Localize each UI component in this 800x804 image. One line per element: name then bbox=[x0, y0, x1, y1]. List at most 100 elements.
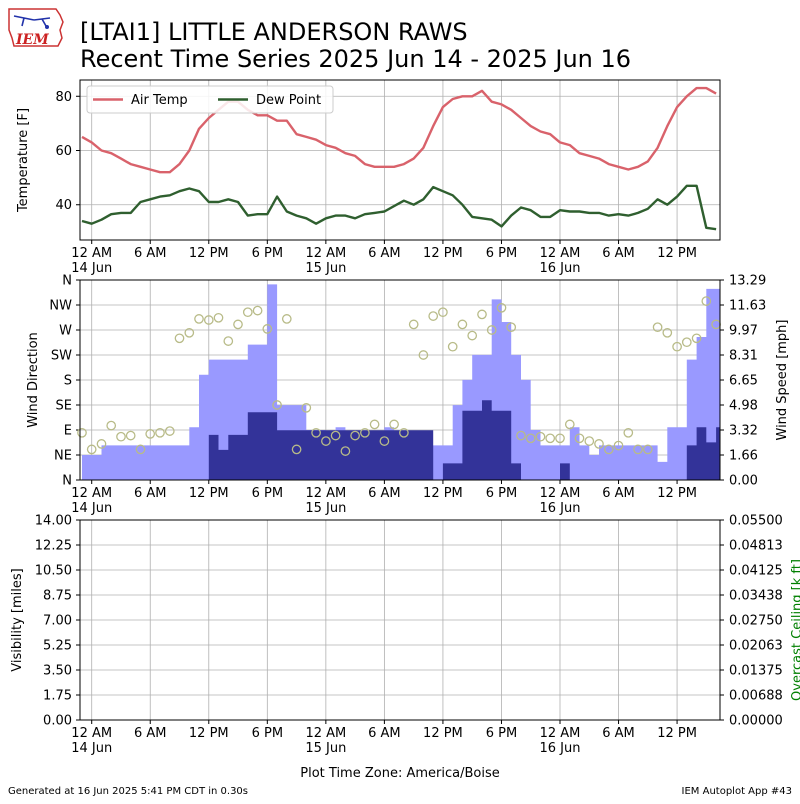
wind-x-tick-label: 12 AM bbox=[305, 486, 346, 501]
wind-direction-point bbox=[701, 296, 712, 306]
temp-x-date-label: 14 Jun bbox=[71, 261, 112, 276]
wind-direction-point bbox=[418, 350, 429, 360]
ceiling-y-tick-label: 0.03438 bbox=[729, 589, 783, 604]
vis-x-tick-label: 12 AM bbox=[71, 726, 112, 741]
temp-x-tick-label: 12 PM bbox=[423, 246, 463, 261]
ceiling-y-tick-label: 0.02750 bbox=[729, 614, 783, 629]
temp-x-tick-label: 6 AM bbox=[134, 246, 167, 261]
vis-x-tick-label: 12 PM bbox=[657, 726, 697, 741]
wind-dir-axis-label: Wind Direction bbox=[26, 332, 41, 428]
wind-direction-point bbox=[106, 420, 117, 431]
temp-x-tick-label: 6 PM bbox=[486, 246, 517, 261]
wind-x-date-label: 14 Jun bbox=[71, 501, 112, 516]
wind-speed-axis-label: Wind Speed [mph] bbox=[775, 320, 790, 441]
wind-direction-point bbox=[86, 444, 97, 455]
weather-symbol-icon bbox=[13, 15, 51, 27]
wind-direction-point bbox=[535, 431, 546, 442]
wind-gust-bars bbox=[82, 400, 720, 480]
vis-x-tick-label: 6 AM bbox=[368, 726, 401, 741]
wind-x-tick-label: 12 PM bbox=[189, 486, 229, 501]
ceiling-y-tick-label: 0.02063 bbox=[729, 639, 783, 654]
wind-x-date-label: 16 Jun bbox=[540, 501, 581, 516]
vis-y-tick-label: 3.50 bbox=[43, 664, 72, 679]
temp-axes-frame bbox=[79, 79, 721, 241]
wind-dir-tick-label: N bbox=[62, 474, 72, 489]
visibility-panel: 0.00 1.75 3.50 5.25 7.00 8.75 10.50 12.25 14.00 0… bbox=[10, 514, 800, 757]
wind-x-tick-label: 6 PM bbox=[252, 486, 283, 501]
wind-speed-tick-label: 4.98 bbox=[729, 399, 758, 414]
wind-direction-point bbox=[291, 444, 302, 455]
ceiling-y-tick-label: 0.05500 bbox=[729, 514, 783, 529]
vis-y-tick-label: 14.00 bbox=[35, 514, 72, 529]
wind-x-tick-label: 6 AM bbox=[134, 486, 167, 501]
wind-x-tick-label: 6 AM bbox=[368, 486, 401, 501]
vis-x-date-label: 15 Jun bbox=[305, 741, 346, 756]
wind-direction-point bbox=[408, 319, 419, 330]
ceiling-axis-label: Overcast Ceiling [k ft] bbox=[790, 559, 800, 701]
vis-axes-frame bbox=[79, 519, 721, 721]
wind-direction-point bbox=[164, 426, 175, 436]
wind-dir-tick-label: E bbox=[64, 424, 72, 439]
wind-direction-point bbox=[135, 444, 146, 455]
wind-direction-point bbox=[125, 430, 136, 441]
wind-x-tick-label: 6 PM bbox=[486, 486, 517, 501]
temp-x-tick-label: 6 AM bbox=[368, 246, 401, 261]
temp-legend: Air Temp Dew Point bbox=[86, 85, 334, 114]
wind-direction-point bbox=[672, 341, 682, 352]
temp-x-tick-label: 12 PM bbox=[189, 246, 229, 261]
legend-dew-point-label: Dew Point bbox=[256, 93, 321, 108]
wind-speed-tick-label: 13.29 bbox=[729, 274, 766, 289]
ceiling-y-tick-label: 0.00688 bbox=[729, 689, 783, 704]
app-note: IEM Autoplot App #43 bbox=[682, 786, 792, 797]
vis-x-tick-label: 12 PM bbox=[423, 726, 463, 741]
wind-direction-point bbox=[301, 402, 312, 413]
wind-direction-point bbox=[662, 327, 673, 338]
temp-x-tick-label: 6 AM bbox=[602, 246, 635, 261]
wind-panel: N NE E SE S SW W NW N 0.00 1.66 3.32 4.98 6.65 8.31 9.9… bbox=[26, 274, 790, 517]
vis-y-tick-label: 0.00 bbox=[43, 714, 72, 729]
wind-direction-point bbox=[486, 325, 497, 335]
wind-direction-point bbox=[652, 322, 663, 333]
vis-y-tick-label: 1.75 bbox=[43, 689, 72, 704]
vis-x-tick-label: 6 AM bbox=[602, 726, 635, 741]
vis-x-tick-label: 6 AM bbox=[134, 726, 167, 741]
visibility-axis-label: Visibility [miles] bbox=[10, 568, 25, 671]
ceiling-y-tick-label: 0.01375 bbox=[729, 664, 783, 679]
wind-x-tick-label: 12 AM bbox=[540, 486, 581, 501]
wind-direction-point bbox=[174, 333, 185, 344]
temp-x-date-label: 16 Jun bbox=[540, 261, 581, 276]
ceiling-y-tick-label: 0.00000 bbox=[729, 714, 783, 729]
vis-y-tick-label: 10.50 bbox=[35, 564, 72, 579]
vis-x-tick-label: 12 AM bbox=[540, 726, 581, 741]
wind-direction-point bbox=[642, 444, 653, 455]
vis-y-tick-label: 7.00 bbox=[43, 614, 72, 629]
wind-direction-point bbox=[681, 337, 692, 348]
wind-direction-point bbox=[438, 307, 448, 318]
iem-logo: IEM bbox=[8, 8, 64, 48]
wind-direction-point bbox=[555, 433, 565, 444]
wind-dir-tick-label: NE bbox=[54, 449, 72, 464]
wind-direction-point bbox=[281, 314, 292, 324]
temp-x-tick-label: 6 PM bbox=[252, 246, 283, 261]
vis-x-tick-label: 12 AM bbox=[305, 726, 346, 741]
temp-y-axis-label: Temperature [F] bbox=[16, 108, 31, 213]
wind-x-tick-label: 12 PM bbox=[657, 486, 697, 501]
logo-text: IEM bbox=[15, 32, 49, 48]
wind-direction-point bbox=[272, 400, 282, 410]
vis-x-date-label: 16 Jun bbox=[540, 741, 581, 756]
timezone-label: Plot Time Zone: America/Boise bbox=[300, 766, 499, 781]
wind-dir-tick-label: S bbox=[64, 374, 72, 389]
generated-note: Generated at 16 Jun 2025 5:41 PM CDT in … bbox=[8, 786, 248, 797]
wind-direction-point bbox=[350, 430, 360, 441]
wind-speed-tick-label: 0.00 bbox=[729, 474, 758, 489]
vis-x-tick-label: 6 PM bbox=[252, 726, 283, 741]
wind-direction-point bbox=[428, 311, 439, 321]
air-temp-line bbox=[81, 86, 717, 174]
legend-air-temp-label: Air Temp bbox=[131, 93, 188, 108]
wind-direction-point bbox=[389, 419, 399, 430]
temp-x-tick-label: 12 AM bbox=[540, 246, 581, 261]
wind-direction-point bbox=[96, 439, 107, 449]
temp-y-tick-label: 60 bbox=[55, 144, 72, 159]
